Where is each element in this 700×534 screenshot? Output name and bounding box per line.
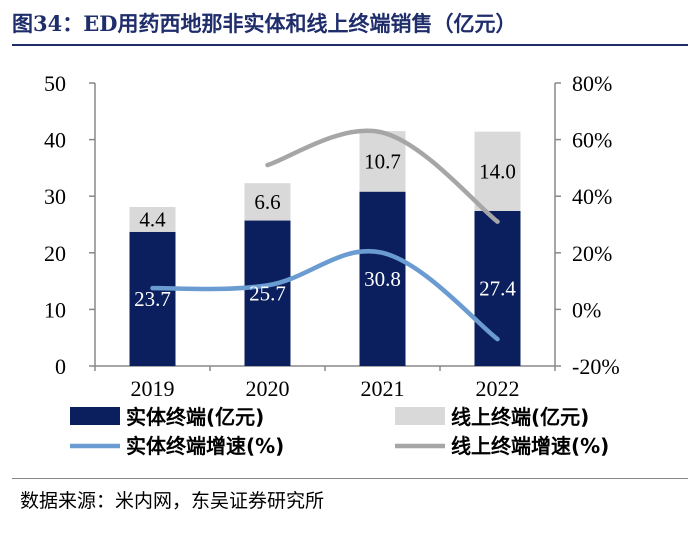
online-bar — [474, 131, 521, 211]
offline-bar — [359, 191, 406, 366]
online-bar — [129, 206, 176, 232]
right-axis-tick-label: 20% — [572, 241, 612, 266]
left-axis-tick-label: 50 — [44, 71, 66, 96]
legend-label: 实体终端增速(%) — [126, 434, 284, 458]
left-axis-tick-label: 30 — [44, 184, 66, 209]
legend-label: 线上终端增速(%) — [451, 434, 609, 458]
offline-bar — [129, 231, 176, 366]
left-axis-tick-label: 0 — [55, 354, 66, 379]
offline-bar-value-label: 25.7 — [249, 281, 286, 305]
online-bar-value-label: 10.7 — [364, 149, 401, 173]
right-axis-tick-label: 60% — [572, 128, 612, 153]
online-bar-value-label: 6.6 — [254, 190, 280, 214]
online-bar-value-label: 14.0 — [479, 159, 516, 183]
offline-growth-line — [150, 249, 500, 342]
offline-bar-value-label: 23.7 — [134, 287, 171, 311]
left-axis-tick-label: 40 — [44, 128, 66, 153]
legend-label: 实体终端(亿元) — [126, 405, 264, 429]
right-axis-tick-label: 0% — [572, 297, 601, 322]
x-axis-tick-label: 2020 — [246, 376, 290, 401]
x-axis-tick-label: 2022 — [476, 376, 520, 401]
online-growth-line — [265, 128, 500, 224]
title-divider — [12, 44, 688, 46]
online-bar-value-label: 4.4 — [139, 207, 166, 231]
legend-label: 线上终端(亿元) — [451, 405, 589, 429]
legend-swatch-bar — [70, 407, 120, 425]
right-axis-tick-label: 40% — [572, 184, 612, 209]
left-axis-tick-label: 10 — [44, 297, 66, 322]
offline-bar — [244, 220, 291, 366]
online-bar — [359, 131, 406, 192]
online-bar — [244, 183, 291, 221]
legend-swatch-bar — [395, 407, 445, 425]
left-axis-tick-label: 20 — [44, 241, 66, 266]
x-axis-tick-label: 2021 — [361, 376, 405, 401]
chart-title: 图34：ED用药西地那非实体和线上终端销售（亿元） — [12, 11, 517, 36]
x-axis-tick-label: 2019 — [131, 376, 175, 401]
offline-bar-value-label: 30.8 — [364, 267, 401, 291]
right-axis-tick-label: -20% — [572, 354, 620, 379]
offline-bar-value-label: 27.4 — [479, 276, 516, 300]
source-divider — [12, 478, 688, 479]
right-axis-tick-label: 80% — [572, 71, 612, 96]
source-note: 数据来源：米内网，东吴证券研究所 — [20, 490, 325, 512]
